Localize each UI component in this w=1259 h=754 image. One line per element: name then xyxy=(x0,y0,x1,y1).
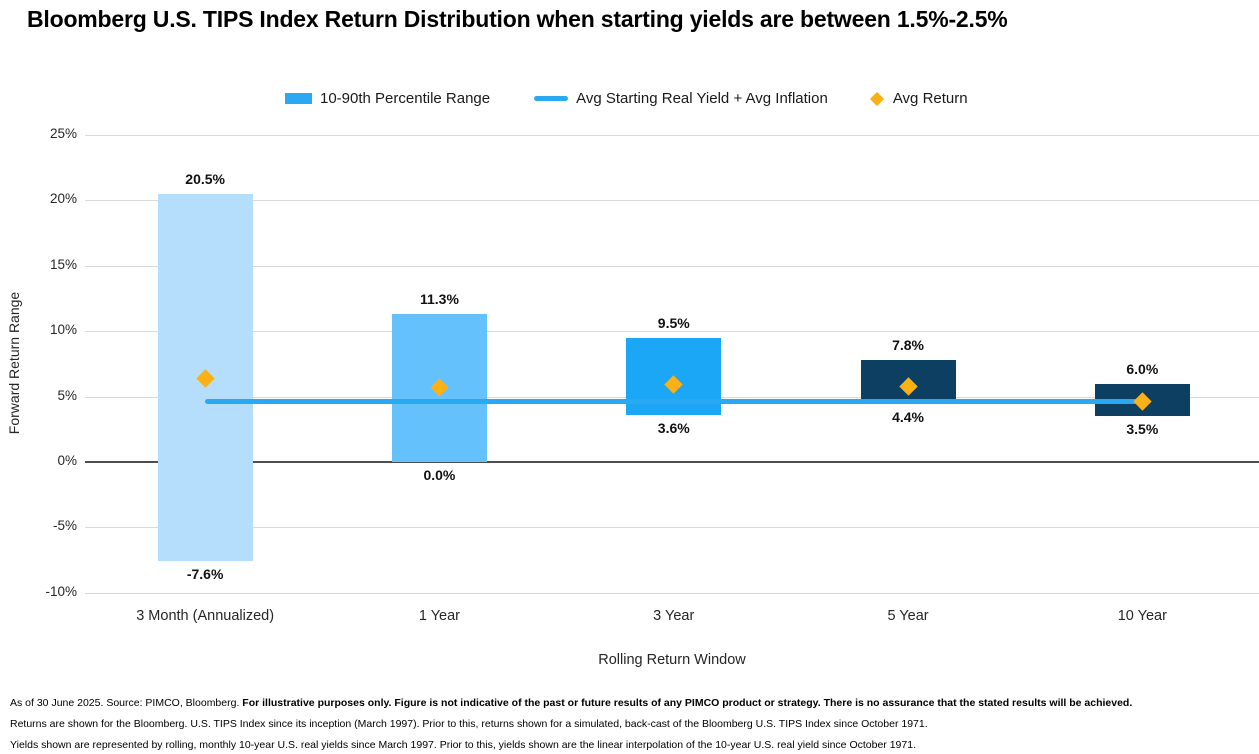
bar-low-label: -7.6% xyxy=(186,566,224,583)
legend-line-swatch-icon xyxy=(534,96,569,101)
x-axis-title: Rolling Return Window xyxy=(598,652,746,668)
y-tick-label: 15% xyxy=(49,256,77,272)
y-tick-label: 20% xyxy=(49,191,77,207)
y-axis-title: Forward Return Range xyxy=(6,291,22,435)
x-category-label: 1 Year xyxy=(418,608,460,624)
bar-low-label: 4.4% xyxy=(892,409,924,426)
y-tick-label: 5% xyxy=(57,387,77,403)
legend-label: Avg Starting Real Yield + Avg Inflation xyxy=(576,90,828,107)
y-tick-label: 0% xyxy=(57,453,77,468)
legend-label: Avg Return xyxy=(892,90,968,107)
chart-legend: 10-90th Percentile Range Avg Starting Rea… xyxy=(285,90,968,107)
legend-bar-swatch-icon xyxy=(285,93,312,104)
footnote-disclaimer-text: For illustrative purposes only. Figure i… xyxy=(242,697,1133,709)
bar-low-label: 3.5% xyxy=(1126,421,1159,438)
x-category-label: 3 Month (Annualized) xyxy=(136,608,275,624)
footnote-line-2: Returns are shown for the Bloomberg. U.S… xyxy=(10,718,928,730)
gridline xyxy=(85,135,1259,136)
y-tick-label: -10% xyxy=(45,583,77,599)
legend-label: 10-90th Percentile Range xyxy=(320,90,491,107)
y-tick-label: 25% xyxy=(49,126,77,141)
x-axis-zero-line xyxy=(85,461,1259,463)
x-category-label: 5 Year xyxy=(887,608,929,624)
bar-high-label: 9.5% xyxy=(657,314,690,331)
bar-high-label: 11.3% xyxy=(419,291,459,308)
gridline xyxy=(85,200,1259,202)
bar-high-label: 6.0% xyxy=(1126,360,1159,377)
chart-title: Bloomberg U.S. TIPS Index Return Distrib… xyxy=(27,6,1008,32)
bar-high-label: 20.5% xyxy=(185,170,225,187)
bar-low-label: 3.6% xyxy=(657,419,690,436)
x-category-label: 10 Year xyxy=(1117,608,1167,624)
gridline xyxy=(85,331,1259,333)
footnote-line-3: Yields shown are represented by rolling,… xyxy=(10,739,916,751)
y-tick-label: 10% xyxy=(49,322,77,338)
y-tick-label: -5% xyxy=(52,518,77,534)
legend-item: 10-90th Percentile Range xyxy=(285,90,490,107)
footnote-line-1: As of 30 June 2025. Source: PIMCO, Bloom… xyxy=(10,693,1253,714)
legend-item: Avg Starting Real Yield + Avg Inflation xyxy=(534,90,828,107)
footnotes: As of 30 June 2025. Source: PIMCO, Bloom… xyxy=(10,693,1253,754)
gridline xyxy=(85,592,1259,594)
bar-high-label: 7.8% xyxy=(892,336,924,353)
gridline xyxy=(85,527,1259,529)
bar-low-label: 0.0% xyxy=(423,467,456,483)
footnote-source-text: As of 30 June 2025. Source: PIMCO, Bloom… xyxy=(10,697,243,709)
legend-item: Avg Return xyxy=(869,90,968,107)
gridline xyxy=(85,265,1259,267)
avg-yield-inflation-line xyxy=(205,399,1143,405)
x-category-label: 3 Year xyxy=(653,608,695,624)
